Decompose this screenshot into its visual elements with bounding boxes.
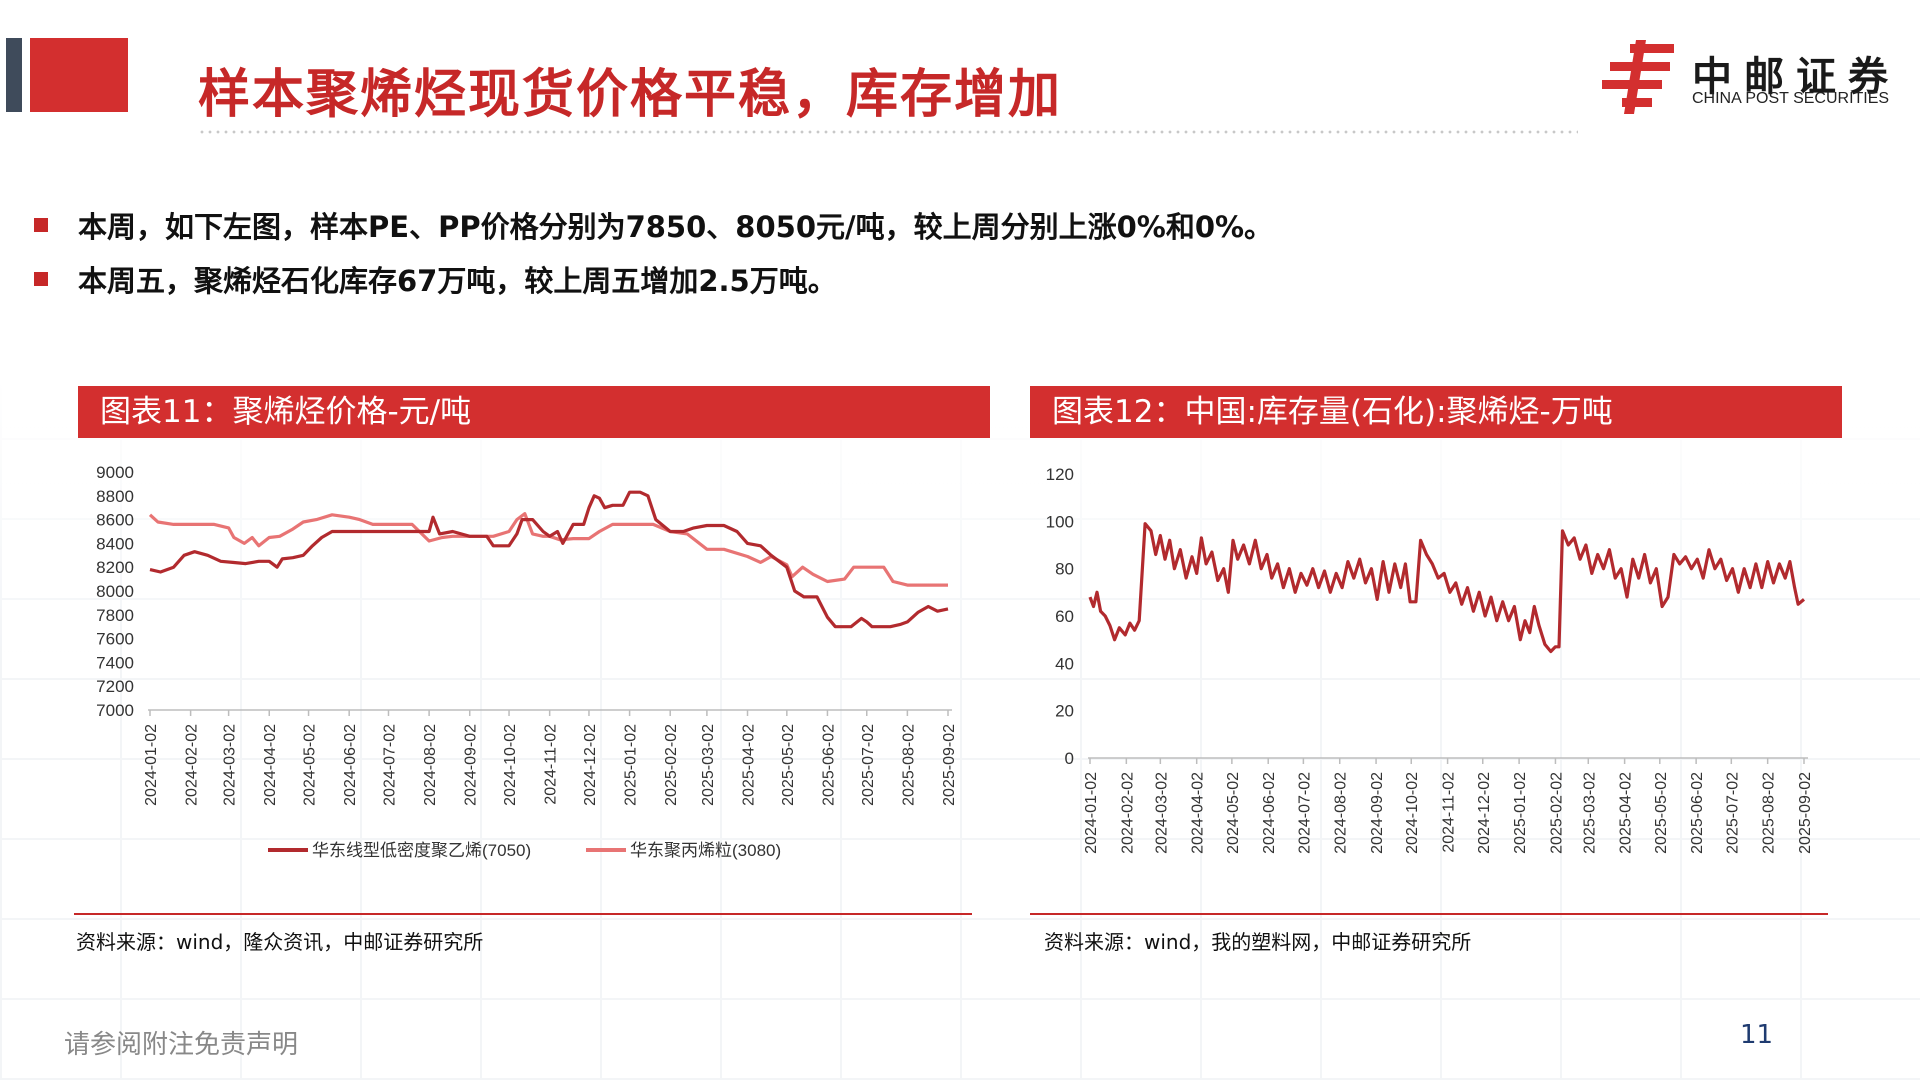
x-tick-label: 2025-07-02 [1724, 772, 1741, 854]
x-tick-label: 2025-05-02 [1653, 772, 1670, 854]
page-title: 样本聚烯烃现货价格平稳，库存增加 [198, 65, 1063, 125]
x-tick-label: 2024-09-02 [1369, 772, 1386, 854]
bullet-square-icon [34, 218, 48, 232]
bullet-text: 本周，如下左图，样本PE、PP价格分别为7850、8050元/吨，较上周分别上涨… [78, 210, 1274, 244]
x-tick-label: 2024-02-02 [184, 724, 201, 806]
y-tick-label: 120 [1046, 465, 1074, 484]
x-tick-label: 2024-10-02 [502, 724, 519, 806]
series-line [148, 512, 948, 587]
x-tick-label: 2025-09-02 [1797, 772, 1814, 854]
x-tick-label: 2024-07-02 [1296, 772, 1313, 854]
right-source-divider [1030, 913, 1828, 915]
left-chart-title: 图表11：聚烯烃价格-元/吨 [78, 386, 990, 438]
x-tick-label: 2025-01-02 [1512, 772, 1529, 854]
x-tick-label: 2024-04-02 [1190, 772, 1207, 854]
x-tick-label: 2024-06-02 [342, 724, 359, 806]
x-tick-label: 2025-04-02 [1618, 772, 1635, 854]
y-tick-label: 7800 [96, 606, 134, 625]
x-tick-label: 2025-02-02 [663, 724, 680, 806]
x-tick-label: 2025-09-02 [941, 724, 958, 806]
bullet-item: 本周五，聚烯烃石化库存67万吨，较上周五增加2.5万吨。 [34, 252, 1273, 306]
x-tick-label: 2024-04-02 [262, 724, 279, 806]
x-tick-label: 2024-12-02 [582, 724, 599, 806]
polyolefin-inventory-chart: 0 20 40 60 80 100 120 2024-01-02 2024-02-02 2024-… [1046, 465, 1814, 854]
y-tick-label: 8000 [96, 582, 134, 601]
bullet-item: 本周，如下左图，样本PE、PP价格分别为7850、8050元/吨，较上周分别上涨… [34, 198, 1273, 252]
bullet-text: 本周五，聚烯烃石化库存67万吨，较上周五增加2.5万吨。 [78, 264, 837, 298]
x-tick-label: 2024-05-02 [302, 724, 319, 806]
x-tick-label: 2025-06-02 [1689, 772, 1706, 854]
x-tick-label: 2024-06-02 [1261, 772, 1278, 854]
disclaimer-note: 请参阅附注免责声明 [64, 1030, 299, 1060]
x-tick-label: 2024-09-02 [463, 724, 480, 806]
y-tick-label: 7600 [96, 630, 134, 649]
y-tick-label: 8600 [96, 511, 134, 530]
y-tick-label: 0 [1065, 749, 1074, 768]
x-tick-label: 2024-08-02 [422, 724, 439, 806]
y-tick-label: 60 [1055, 607, 1074, 626]
x-tick-label: 2025-07-02 [860, 724, 877, 806]
china-post-logo-icon [1602, 40, 1674, 114]
x-tick-label: 2024-02-02 [1119, 772, 1136, 854]
left-source: 资料来源：wind，隆众资讯，中邮证券研究所 [76, 930, 484, 954]
x-tick-label: 2024-08-02 [1333, 772, 1350, 854]
x-tick-label: 2025-05-02 [780, 724, 797, 806]
legend-label: 华东线型低密度聚乙烯(7050) [312, 841, 531, 860]
x-tick-label: 2025-06-02 [820, 724, 837, 806]
y-tick-label: 80 [1055, 560, 1074, 579]
x-tick-label: 2025-08-02 [900, 724, 917, 806]
x-tick-label: 2024-11-02 [543, 724, 560, 805]
y-tick-label: 7000 [96, 701, 134, 720]
x-tick-label: 2024-01-02 [1083, 772, 1100, 854]
x-tick-label: 2024-01-02 [143, 724, 160, 806]
x-tick-label: 2024-12-02 [1476, 772, 1493, 854]
x-tick-label: 2024-10-02 [1404, 772, 1421, 854]
bullet-square-icon [34, 272, 48, 286]
header-accent-block [30, 38, 128, 112]
y-tick-label: 20 [1055, 702, 1074, 721]
y-tick-label: 8800 [96, 487, 134, 506]
right-chart-title: 图表12：中国:库存量(石化):聚烯烃-万吨 [1030, 386, 1842, 438]
x-tick-label: 2024-07-02 [381, 724, 398, 806]
logo-english-name: CHINA POST SECURITIES [1692, 90, 1890, 107]
y-tick-label: 100 [1046, 512, 1074, 531]
right-source: 资料来源：wind，我的塑料网，中邮证券研究所 [1044, 930, 1472, 954]
x-tick-label: 2024-03-02 [1153, 772, 1170, 854]
legend-label: 华东聚丙烯粒(3080) [630, 841, 781, 860]
x-tick-label: 2025-01-02 [623, 724, 640, 806]
y-tick-label: 7400 [96, 653, 134, 672]
series-line [149, 490, 949, 629]
y-tick-label: 8200 [96, 558, 134, 577]
x-tick-label: 2025-04-02 [741, 724, 758, 806]
y-tick-label: 8400 [96, 534, 134, 553]
left-source-divider [74, 913, 972, 915]
x-tick-label: 2025-03-02 [700, 724, 717, 806]
title-divider [198, 130, 1578, 134]
x-tick-label: 2025-08-02 [1761, 772, 1778, 854]
series-line [1088, 522, 1806, 654]
x-tick-label: 2025-02-02 [1548, 772, 1565, 854]
company-logo: 中邮证券 CHINA POST SECURITIES [1600, 40, 1900, 120]
x-tick-label: 2025-03-02 [1581, 772, 1598, 854]
summary-bullets: 本周，如下左图，样本PE、PP价格分别为7850、8050元/吨，较上周分别上涨… [34, 198, 1273, 306]
page-number: 11 [1740, 1020, 1774, 1050]
x-tick-label: 2024-05-02 [1225, 772, 1242, 854]
x-tick-label: 2024-03-02 [222, 724, 239, 806]
y-tick-label: 40 [1055, 654, 1074, 673]
y-tick-label: 7200 [96, 677, 134, 696]
header-accent-bar [6, 38, 22, 112]
background-grid [0, 380, 1920, 1080]
y-tick-label: 9000 [96, 463, 134, 482]
polyolefin-price-chart: 7000 7200 7400 7600 7800 8000 8200 8400 8600 8800… [96, 463, 958, 860]
x-tick-label: 2024-11-02 [1441, 772, 1458, 853]
logo-chinese-name: 中邮证券 [1692, 54, 1900, 100]
